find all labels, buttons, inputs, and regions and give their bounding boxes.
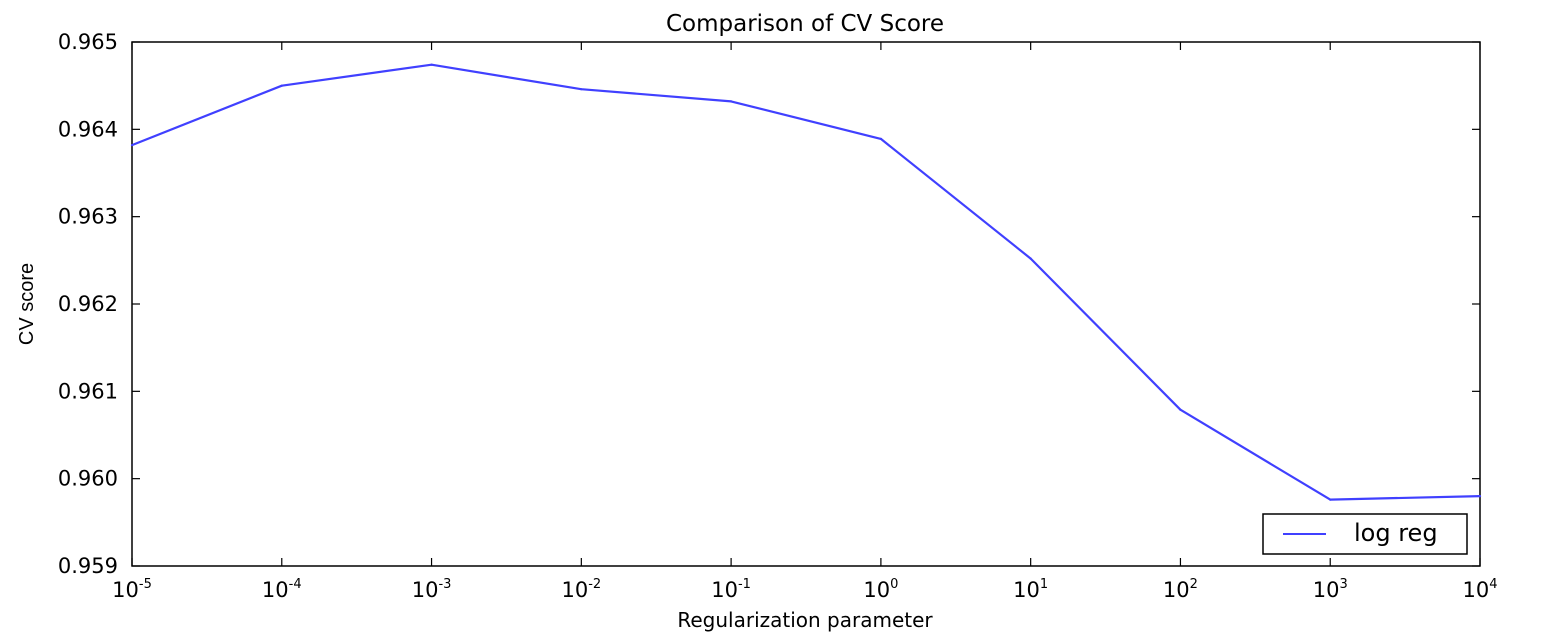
data-point bbox=[1029, 257, 1032, 260]
x-tick-exponent: -4 bbox=[289, 577, 302, 592]
y-tick-label: 0.961 bbox=[58, 379, 118, 403]
x-axis-label: Regularization parameter bbox=[677, 608, 933, 632]
data-point bbox=[1329, 498, 1332, 501]
y-tick-label: 0.962 bbox=[58, 292, 118, 316]
data-point bbox=[1478, 495, 1482, 498]
y-tick-label: 0.963 bbox=[58, 205, 118, 229]
data-point bbox=[130, 144, 134, 147]
x-tick-label: 103 bbox=[1313, 577, 1348, 602]
x-tick-base: 10 bbox=[1462, 578, 1489, 602]
x-tick-label: 102 bbox=[1163, 577, 1198, 602]
x-tick-exponent: 0 bbox=[890, 577, 898, 592]
series-line-log-reg bbox=[131, 63, 1481, 501]
x-tick-base: 10 bbox=[863, 578, 890, 602]
x-tick-exponent: 4 bbox=[1489, 577, 1497, 592]
x-tick-base: 10 bbox=[262, 578, 289, 602]
x-tick-exponent: 3 bbox=[1339, 577, 1347, 592]
legend: log reg bbox=[1262, 513, 1468, 555]
x-tick-exponent: -3 bbox=[438, 577, 451, 592]
data-point bbox=[280, 84, 283, 87]
y-tick-label: 0.959 bbox=[58, 554, 118, 578]
x-tick-base: 10 bbox=[1013, 578, 1040, 602]
x-tick-label: 10-3 bbox=[412, 577, 452, 602]
chart-title: Comparison of CV Score bbox=[666, 11, 944, 37]
data-point bbox=[730, 100, 733, 103]
x-tick-base: 10 bbox=[561, 578, 588, 602]
x-tick-exponent: 1 bbox=[1040, 577, 1048, 592]
x-tick-base: 10 bbox=[112, 578, 139, 602]
y-axis-label: CV score bbox=[16, 263, 38, 345]
x-tick-label: 10-4 bbox=[262, 577, 302, 602]
x-tick-label: 10-1 bbox=[711, 577, 751, 602]
x-axis: 10-5 10-4 10-3 10-2 10-1 100 101 102 103 104 bbox=[112, 42, 1498, 602]
x-tick-base: 10 bbox=[711, 578, 738, 602]
data-point bbox=[580, 88, 583, 91]
legend-label: log reg bbox=[1354, 519, 1438, 547]
y-tick-label: 0.960 bbox=[58, 467, 118, 491]
x-tick-exponent: -1 bbox=[738, 577, 751, 592]
y-tick-label: 0.965 bbox=[58, 30, 118, 54]
data-point bbox=[430, 63, 433, 66]
y-tick-label: 0.964 bbox=[58, 117, 118, 141]
x-tick-label: 100 bbox=[863, 577, 898, 602]
series-layer bbox=[130, 63, 1482, 501]
x-tick-label: 10-2 bbox=[561, 577, 601, 602]
y-axis: 0.959 0.960 0.961 0.962 0.963 0.964 0.965 bbox=[58, 30, 1480, 578]
data-point bbox=[1179, 408, 1182, 411]
x-tick-base: 10 bbox=[1163, 578, 1190, 602]
x-tick-base: 10 bbox=[1313, 578, 1340, 602]
x-tick-label: 10-5 bbox=[112, 577, 152, 602]
x-tick-exponent: 2 bbox=[1190, 577, 1198, 592]
x-tick-exponent: -2 bbox=[588, 577, 601, 592]
x-tick-label: 104 bbox=[1462, 577, 1497, 602]
x-tick-exponent: -5 bbox=[139, 577, 152, 592]
x-tick-base: 10 bbox=[412, 578, 439, 602]
data-point bbox=[879, 137, 883, 140]
x-tick-label: 101 bbox=[1013, 577, 1048, 602]
